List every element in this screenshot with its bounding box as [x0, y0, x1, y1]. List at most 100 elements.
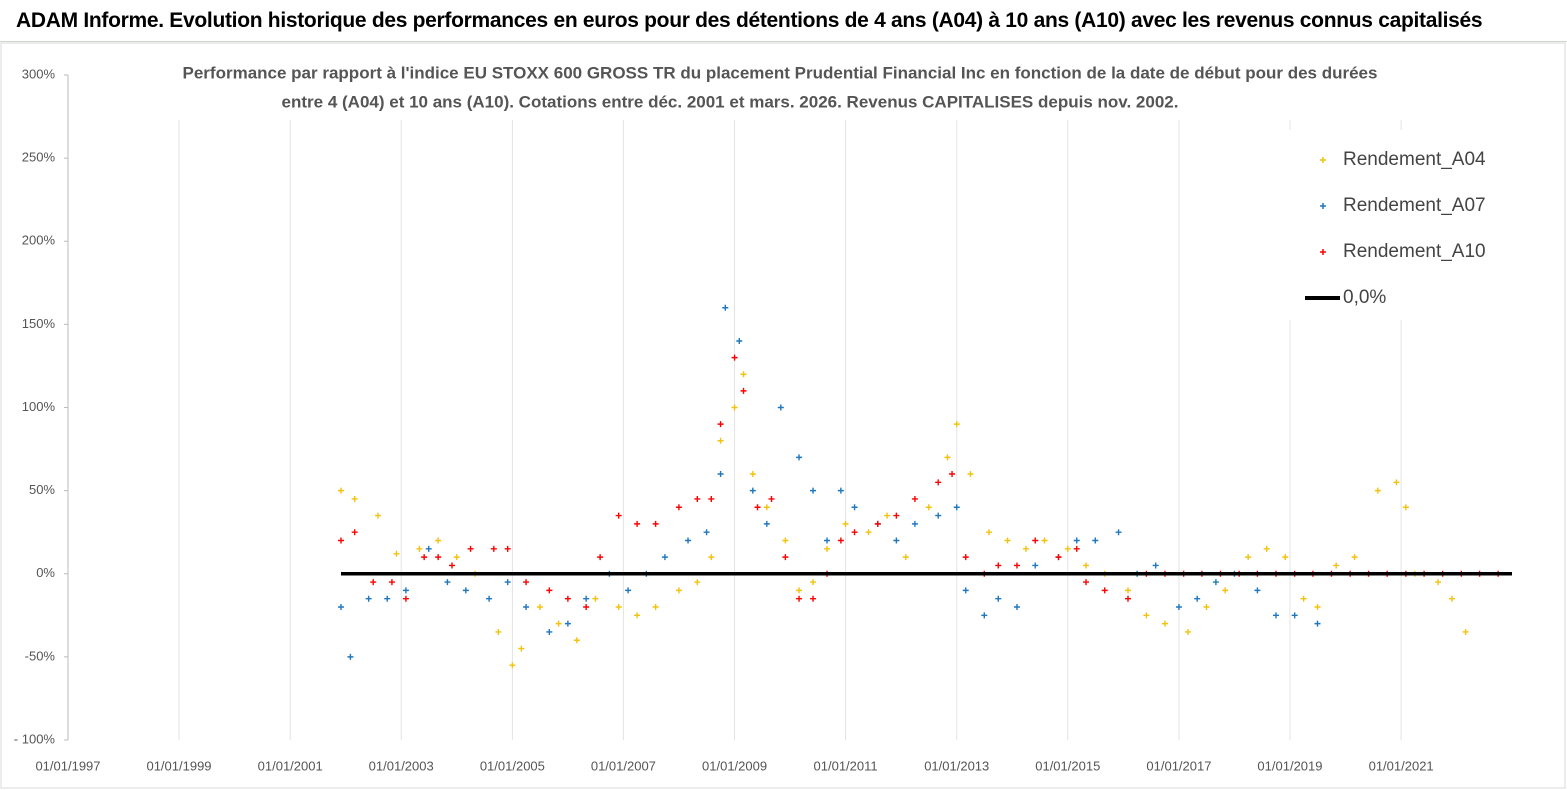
scatter-point [370, 579, 377, 586]
scatter-point [583, 604, 590, 610]
scatter-point [962, 554, 969, 561]
scatter-point [1083, 579, 1090, 586]
scatter-point [1393, 479, 1400, 486]
scatter-point [1402, 504, 1409, 511]
scatter-point [1064, 545, 1071, 552]
scatter-point [865, 529, 872, 536]
scatter-point [685, 537, 692, 544]
scatter-point [564, 620, 571, 627]
scatter-point [1092, 537, 1099, 544]
scatter-point [981, 612, 988, 619]
scatter-point [1435, 579, 1442, 586]
scatter-point [944, 454, 951, 461]
scatter-point [949, 471, 956, 477]
scatter-point [337, 537, 344, 544]
scatter-point [717, 421, 724, 428]
scatter-point [490, 545, 497, 552]
scatter-point [425, 545, 432, 552]
scatter-point [1291, 612, 1298, 619]
scatter-point [435, 537, 442, 544]
scatter-point [995, 595, 1002, 602]
legend-box [1280, 130, 1512, 320]
scatter-point [652, 520, 659, 527]
scatter-point [518, 645, 525, 652]
x-tick-label: 01/01/2011 [814, 758, 878, 773]
scatter-point [374, 512, 381, 519]
scatter-point [486, 595, 493, 602]
scatter-point [402, 595, 409, 602]
scatter-point [634, 520, 641, 527]
scatter-point [467, 545, 474, 552]
scatter-point [504, 545, 511, 552]
scatter-point [1351, 554, 1358, 561]
scatter-point [583, 595, 590, 602]
scatter-point [536, 604, 543, 610]
scatter-point [837, 537, 844, 544]
scatter-point [421, 554, 428, 561]
x-tick-label: 01/01/1999 [146, 758, 211, 773]
scatter-point [824, 545, 831, 552]
scatter-point [365, 595, 372, 602]
scatter-point [694, 495, 701, 502]
x-tick-label: 01/01/2003 [369, 758, 434, 773]
scatter-point [893, 512, 900, 519]
scatter-point [837, 487, 844, 494]
scatter-point [1115, 529, 1122, 536]
chart-frame [0, 42, 1566, 789]
x-tick-label: 01/01/2001 [258, 758, 323, 773]
scatter-point [1032, 537, 1039, 544]
x-tick-label: 01/01/2013 [924, 758, 989, 773]
scatter-point [1462, 628, 1469, 635]
scatter-point [444, 579, 451, 586]
scatter-point [1374, 487, 1381, 494]
scatter-point [842, 520, 849, 527]
scatter-point [652, 604, 659, 610]
scatter-point [893, 537, 900, 544]
scatter-point [1263, 545, 1270, 552]
scatter-point [435, 554, 442, 561]
x-tick-label: 01/01/2007 [591, 758, 656, 773]
scatter-point [796, 595, 803, 602]
scatter-point [1203, 604, 1210, 610]
y-tick-label: 250% [22, 150, 56, 165]
scatter-point [573, 637, 580, 644]
scatter-point [1004, 537, 1011, 544]
scatter-point [597, 554, 604, 561]
scatter-point [782, 537, 789, 544]
scatter-point [731, 354, 738, 361]
scatter-point [523, 604, 530, 610]
scatter-point [995, 562, 1002, 569]
scatter-point [1222, 587, 1229, 594]
scatter-point [1333, 562, 1340, 569]
scatter-point [962, 587, 969, 594]
chart-subtitle: Performance par rapport à l'indice EU ST… [183, 63, 1378, 82]
scatter-point [625, 587, 632, 594]
scatter-point [1161, 620, 1168, 627]
x-tick-label: 01/01/2005 [480, 758, 545, 773]
scatter-point [810, 579, 817, 586]
x-tick-label: 01/01/2021 [1369, 758, 1434, 773]
scatter-point [953, 421, 960, 428]
x-tick-label: 01/01/2017 [1146, 758, 1211, 773]
scatter-point [1175, 604, 1182, 610]
x-tick-label: 01/01/2009 [702, 758, 767, 773]
scatter-point [1073, 537, 1080, 544]
scatter-point [717, 437, 724, 444]
y-tick-label: 0% [36, 565, 55, 580]
scatter-point [1314, 620, 1321, 627]
legend-swatch [1320, 157, 1326, 163]
scatter-point [1282, 554, 1289, 561]
scatter-point [911, 495, 918, 502]
scatter-point [388, 579, 395, 586]
scatter-point [564, 595, 571, 602]
scatter-point [1022, 545, 1029, 552]
scatter-point [1272, 612, 1279, 619]
scatter-point [384, 595, 391, 602]
scatter-point [796, 587, 803, 594]
scatter-point [1194, 595, 1201, 602]
scatter-point [740, 371, 747, 378]
scatter-point [1314, 604, 1321, 610]
scatter-point [675, 587, 682, 594]
